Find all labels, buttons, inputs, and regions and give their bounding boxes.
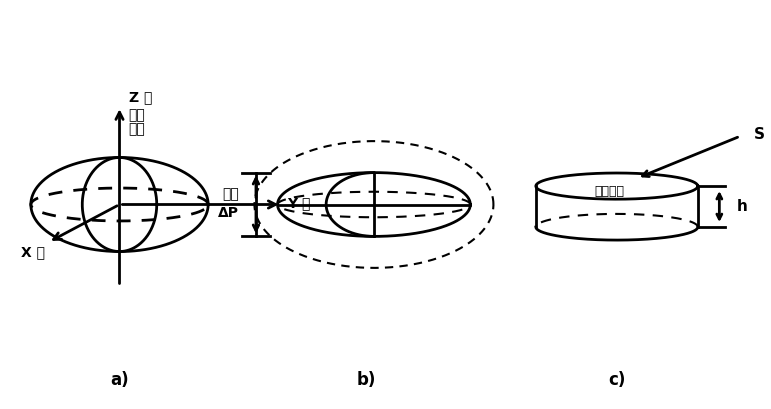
Text: c): c) — [608, 371, 625, 389]
Text: h: h — [736, 199, 747, 214]
Text: Y 轴: Y 轴 — [288, 196, 311, 210]
Text: X 轴: X 轴 — [21, 245, 45, 260]
Text: Z 轴: Z 轴 — [129, 90, 152, 104]
Text: a): a) — [110, 371, 129, 389]
Text: b): b) — [356, 371, 376, 389]
Text: 曳力: 曳力 — [129, 108, 146, 122]
Text: S: S — [754, 127, 765, 142]
Text: 迎流面积: 迎流面积 — [594, 184, 624, 198]
Text: 浮力: 浮力 — [129, 122, 146, 136]
Text: ΔP: ΔP — [218, 206, 239, 220]
Text: 压差: 压差 — [222, 187, 239, 201]
